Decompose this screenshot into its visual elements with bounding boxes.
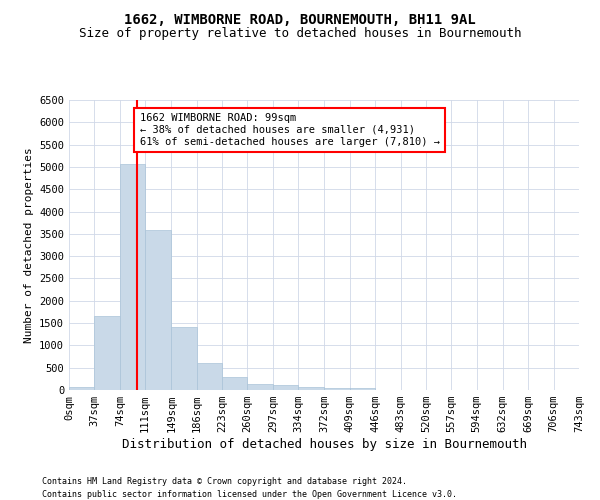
Bar bbox=[94, 316, 120, 390]
Bar bbox=[120, 164, 145, 390]
Bar bbox=[273, 386, 298, 390]
X-axis label: Distribution of detached houses by size in Bournemouth: Distribution of detached houses by size … bbox=[121, 438, 527, 451]
Bar bbox=[197, 363, 222, 390]
Bar bbox=[247, 384, 273, 390]
Text: Contains HM Land Registry data © Crown copyright and database right 2024.: Contains HM Land Registry data © Crown c… bbox=[42, 478, 407, 486]
Bar bbox=[298, 386, 325, 390]
Y-axis label: Number of detached properties: Number of detached properties bbox=[23, 147, 34, 343]
Bar bbox=[325, 388, 350, 390]
Bar bbox=[145, 230, 171, 390]
Bar bbox=[69, 386, 94, 390]
Bar bbox=[350, 388, 375, 390]
Text: Contains public sector information licensed under the Open Government Licence v3: Contains public sector information licen… bbox=[42, 490, 457, 499]
Bar bbox=[222, 377, 247, 390]
Text: 1662 WIMBORNE ROAD: 99sqm
← 38% of detached houses are smaller (4,931)
61% of se: 1662 WIMBORNE ROAD: 99sqm ← 38% of detac… bbox=[140, 114, 440, 146]
Bar bbox=[171, 327, 197, 390]
Text: Size of property relative to detached houses in Bournemouth: Size of property relative to detached ho… bbox=[79, 28, 521, 40]
Text: 1662, WIMBORNE ROAD, BOURNEMOUTH, BH11 9AL: 1662, WIMBORNE ROAD, BOURNEMOUTH, BH11 9… bbox=[124, 12, 476, 26]
